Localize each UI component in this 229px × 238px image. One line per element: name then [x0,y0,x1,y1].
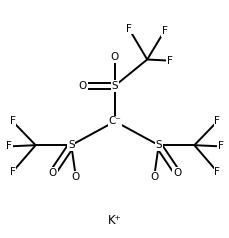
Text: F: F [161,26,167,36]
Text: O: O [149,172,158,182]
Text: S: S [68,140,74,150]
Text: S: S [155,140,161,150]
Text: F: F [10,116,16,126]
Text: F: F [213,167,219,177]
Text: O: O [172,168,180,178]
Text: K⁺: K⁺ [108,214,121,227]
Text: F: F [166,56,172,66]
Text: S: S [111,81,118,91]
Text: F: F [213,116,219,126]
Text: O: O [49,168,57,178]
Text: C⁻: C⁻ [108,116,121,126]
Text: O: O [78,81,87,91]
Text: F: F [217,141,223,151]
Text: F: F [125,24,131,34]
Text: O: O [71,172,80,182]
Text: O: O [110,52,119,62]
Text: F: F [10,167,16,177]
Text: F: F [6,141,12,151]
